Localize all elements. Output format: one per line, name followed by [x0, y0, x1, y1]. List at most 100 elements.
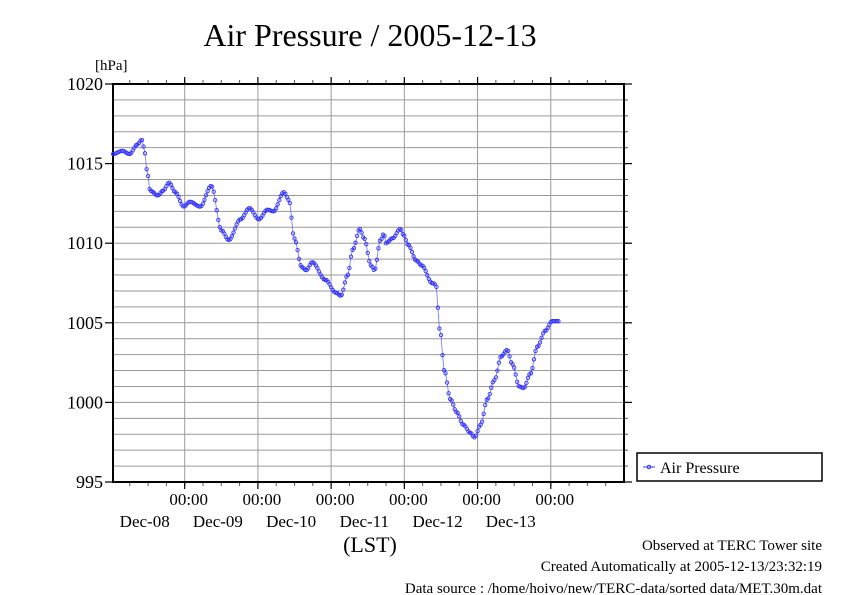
- data-point: [168, 182, 174, 187]
- data-point: [217, 224, 222, 230]
- data-point: [409, 249, 415, 255]
- x-tick-date-label: Dec-08: [120, 512, 170, 531]
- data-point: [144, 167, 149, 172]
- x-tick-date-label: Dec-10: [266, 512, 316, 531]
- data-point: [554, 319, 560, 324]
- data-point: [345, 272, 351, 277]
- data-point: [512, 365, 517, 370]
- data-point: [145, 173, 151, 179]
- data-point: [451, 402, 456, 407]
- data-point: [402, 233, 407, 238]
- axis-ticks: [105, 77, 632, 489]
- data-point: [176, 194, 181, 200]
- data-point: [434, 284, 439, 290]
- data-point: [283, 191, 288, 196]
- data-point: [348, 254, 354, 259]
- data-point: [437, 326, 442, 331]
- data-point: [423, 268, 428, 274]
- data-point: [277, 197, 282, 203]
- data-point: [362, 236, 367, 242]
- data-point: [455, 410, 460, 416]
- data-point: [275, 202, 280, 207]
- data-point: [373, 266, 378, 271]
- x-tick-time-label: 00:00: [389, 490, 428, 509]
- data-point: [359, 230, 364, 235]
- data-point: [483, 402, 488, 408]
- plot-frame: [112, 83, 625, 483]
- series-air-pressure: [110, 137, 561, 440]
- data-point: [376, 246, 381, 251]
- data-point: [339, 292, 344, 297]
- data-point: [487, 391, 492, 397]
- data-point: [507, 354, 512, 359]
- x-tick-date-label: Dec-13: [486, 512, 536, 531]
- data-point: [216, 217, 221, 223]
- legend-marker-icon: [646, 464, 652, 470]
- data-point: [364, 242, 369, 247]
- data-point: [425, 272, 430, 278]
- data-point: [209, 184, 215, 189]
- data-point: [443, 371, 448, 376]
- data-point: [231, 230, 236, 235]
- data-point: [505, 348, 511, 354]
- data-point: [214, 208, 219, 213]
- data-point: [142, 151, 148, 156]
- data-point: [382, 233, 387, 239]
- data-source-note: Data source : /home/hoivo/new/TERC-data/…: [405, 581, 823, 595]
- data-point: [533, 348, 538, 354]
- y-tick-label: 1015: [67, 154, 103, 174]
- data-point: [513, 372, 518, 377]
- data-point: [202, 197, 207, 202]
- data-point: [287, 200, 293, 206]
- data-point: [457, 414, 462, 419]
- y-tick-label: 995: [76, 472, 103, 492]
- data-point: [379, 236, 384, 242]
- legend-box: [636, 452, 823, 482]
- data-point: [537, 340, 543, 345]
- data-point: [435, 305, 441, 310]
- data-point: [354, 233, 360, 238]
- data-point: [403, 237, 409, 243]
- x-tick-labels: 00:00Dec-0800:00Dec-0900:00Dec-1000:00De…: [120, 490, 574, 531]
- data-point: [545, 325, 550, 331]
- data-point: [353, 240, 358, 245]
- x-tick-date-label: Dec-09: [193, 512, 243, 531]
- data-point: [481, 411, 486, 416]
- data-point: [205, 188, 210, 194]
- x-tick-time-label: 00:00: [243, 490, 282, 509]
- data-point: [341, 287, 346, 292]
- data-point: [374, 257, 380, 262]
- y-tick-label: 1020: [67, 74, 103, 94]
- data-point: [232, 226, 238, 231]
- series-line: [112, 139, 559, 438]
- data-point: [289, 215, 294, 220]
- data-point: [496, 360, 502, 365]
- data-point: [290, 231, 296, 236]
- data-point: [211, 189, 216, 194]
- observed-note: Observed at TERC Tower site: [642, 538, 822, 554]
- grid-lines: [113, 84, 624, 482]
- data-point: [473, 433, 479, 438]
- y-tick-label: 1005: [67, 313, 103, 333]
- data-point: [495, 368, 500, 373]
- y-tick-label: 1010: [67, 233, 103, 253]
- data-point: [524, 380, 529, 386]
- x-tick-time-label: 00:00: [462, 490, 501, 509]
- x-tick-date-label: Dec-12: [413, 512, 463, 531]
- data-point: [274, 206, 279, 211]
- data-point: [539, 335, 544, 340]
- data-point: [367, 259, 372, 264]
- y-axis-unit-label: [hPa]: [95, 58, 128, 74]
- created-note: Created Automatically at 2005-12-13/23:3…: [541, 559, 822, 575]
- data-point: [479, 419, 485, 424]
- x-axis-label: (LST): [343, 532, 397, 557]
- data-point: [139, 137, 145, 143]
- x-tick-time-label: 00:00: [535, 490, 574, 509]
- chart-title: Air Pressure / 2005-12-13: [203, 17, 536, 53]
- data-point: [422, 265, 427, 270]
- data-point: [200, 201, 206, 206]
- data-point: [342, 280, 348, 285]
- data-point: [556, 319, 561, 324]
- data-point: [292, 236, 297, 241]
